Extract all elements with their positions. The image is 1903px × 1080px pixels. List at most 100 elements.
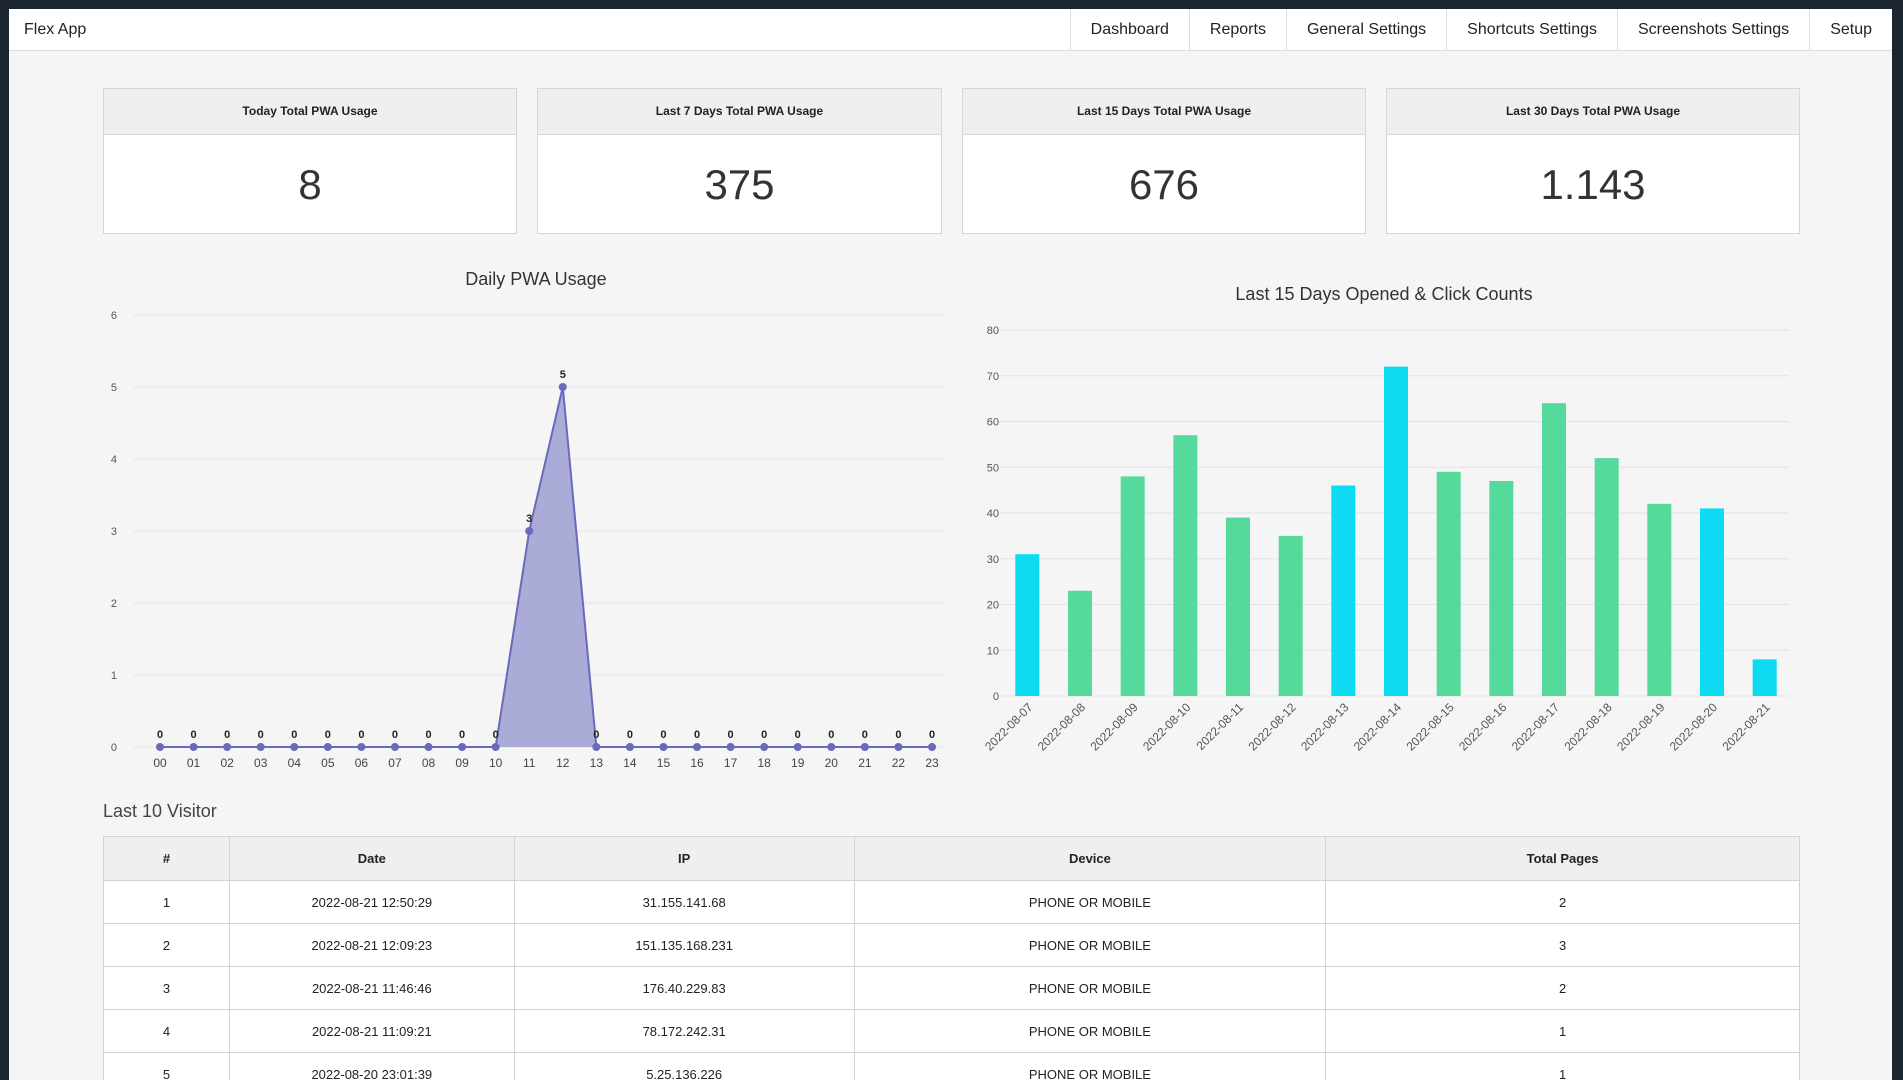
data-label: 0 bbox=[828, 729, 834, 741]
data-point bbox=[424, 743, 433, 751]
column-header-number[interactable]: # bbox=[103, 836, 230, 881]
data-label: 0 bbox=[224, 729, 230, 741]
x-tick-label: 2022-08-21 bbox=[1719, 700, 1773, 754]
opened-click-chart: Last 15 Days Opened & Click Counts 0 10 20 3… bbox=[959, 274, 1799, 774]
y-tick-label: 20 bbox=[987, 600, 999, 612]
bar bbox=[1489, 480, 1514, 696]
data-point bbox=[390, 743, 399, 751]
data-point bbox=[726, 743, 735, 751]
data-point bbox=[894, 743, 903, 751]
data-point bbox=[625, 743, 634, 751]
cell-date: 2022-08-21 11:09:21 bbox=[228, 1009, 515, 1053]
stat-card-7-days: Last 7 Days Total PWA Usage 375 bbox=[537, 88, 942, 234]
data-point bbox=[290, 743, 299, 751]
stat-card-value: 676 bbox=[1128, 161, 1200, 208]
data-label: 5 bbox=[560, 369, 566, 381]
table-row: 5 2022-08-20 23:01:39 5.25.136.226 PHONE… bbox=[103, 1052, 1800, 1080]
column-header-date[interactable]: Date bbox=[228, 836, 515, 881]
data-label: 0 bbox=[862, 729, 868, 741]
data-point bbox=[458, 743, 467, 751]
x-tick-label: 22 bbox=[892, 756, 906, 770]
y-tick-label: 60 bbox=[987, 417, 999, 429]
bar bbox=[1752, 659, 1777, 696]
data-label: 0 bbox=[795, 729, 801, 741]
stat-card-today: Today Total PWA Usage 8 bbox=[103, 88, 517, 234]
x-tick-label: 2022-08-19 bbox=[1614, 700, 1668, 754]
table-row: 1 2022-08-21 12:50:29 31.155.141.68 PHON… bbox=[103, 880, 1800, 924]
x-tick-label: 11 bbox=[523, 756, 536, 770]
x-tick-label: 2022-08-17 bbox=[1509, 700, 1563, 754]
usage-area bbox=[160, 387, 932, 747]
cell-total-pages: 1 bbox=[1325, 1052, 1800, 1080]
y-tick-label: 0 bbox=[111, 742, 117, 754]
data-label: 0 bbox=[660, 729, 666, 741]
nav-shortcuts-settings[interactable]: Shortcuts Settings bbox=[1446, 9, 1617, 51]
nav-dashboard[interactable]: Dashboard bbox=[1069, 9, 1189, 51]
data-label: 3 bbox=[526, 513, 532, 525]
table-row: 3 2022-08-21 11:46:46 176.40.229.83 PHON… bbox=[103, 966, 1800, 1010]
y-tick-label: 6 bbox=[111, 310, 117, 322]
bar bbox=[1436, 471, 1461, 696]
table-row: 4 2022-08-21 11:09:21 78.172.242.31 PHON… bbox=[103, 1009, 1800, 1053]
data-label: 0 bbox=[493, 729, 499, 741]
x-tick-label: 2022-08-12 bbox=[1245, 700, 1299, 754]
y-tick-label: 2 bbox=[111, 598, 117, 610]
column-header-device[interactable]: Device bbox=[853, 836, 1327, 881]
stat-card-value: 375 bbox=[704, 161, 775, 208]
x-tick-label: 02 bbox=[220, 756, 234, 770]
data-label: 0 bbox=[929, 729, 935, 741]
daily-usage-chart-svg: Daily PWA Usage0123456000001002003004005… bbox=[111, 269, 943, 770]
x-tick-label: 12 bbox=[556, 756, 570, 770]
x-tick-label: 2022-08-14 bbox=[1351, 700, 1405, 754]
cell-device: PHONE OR MOBILE bbox=[853, 966, 1327, 1010]
x-tick-label: 04 bbox=[288, 756, 302, 770]
cell-number: 1 bbox=[103, 880, 230, 924]
x-tick-label: 16 bbox=[690, 756, 704, 770]
nav-screenshots-settings[interactable]: Screenshots Settings bbox=[1616, 9, 1809, 51]
stat-card-value: 1.143 bbox=[1540, 161, 1646, 208]
nav-menu: Dashboard Reports General Settings Short… bbox=[1069, 9, 1892, 51]
data-point bbox=[659, 743, 668, 751]
chart-title: Daily PWA Usage bbox=[465, 269, 606, 289]
cell-ip: 5.25.136.226 bbox=[513, 1052, 855, 1080]
bar bbox=[1542, 403, 1566, 696]
y-tick-label: 40 bbox=[987, 508, 999, 520]
stat-card-label: Last 7 Days Total PWA Usage bbox=[538, 89, 941, 135]
cell-date: 2022-08-21 11:46:46 bbox=[228, 966, 515, 1010]
data-point bbox=[592, 743, 601, 751]
data-point bbox=[189, 743, 198, 751]
x-tick-label: 13 bbox=[590, 756, 604, 770]
y-tick-label: 50 bbox=[987, 462, 999, 474]
visitors-section-title: Last 10 Visitor bbox=[103, 801, 217, 821]
bar bbox=[1068, 590, 1092, 696]
data-label: 0 bbox=[425, 729, 431, 741]
bar bbox=[1647, 503, 1672, 696]
x-tick-label: 2022-08-16 bbox=[1456, 700, 1510, 754]
brand-logo[interactable]: Flex App bbox=[24, 21, 87, 38]
x-tick-label: 08 bbox=[422, 756, 436, 770]
data-point bbox=[558, 383, 567, 391]
cell-number: 3 bbox=[103, 966, 230, 1010]
nav-general-settings[interactable]: General Settings bbox=[1285, 9, 1446, 51]
cell-device: PHONE OR MOBILE bbox=[853, 1052, 1327, 1080]
opened-click-chart-svg: Last 15 Days Opened & Click Counts 0 10 20 3… bbox=[982, 284, 1789, 754]
cell-ip: 176.40.229.83 bbox=[513, 966, 855, 1010]
bar bbox=[1015, 554, 1040, 696]
x-tick-label: 14 bbox=[623, 756, 637, 770]
nav-setup[interactable]: Setup bbox=[1809, 9, 1892, 51]
x-tick-label: 00 bbox=[153, 756, 167, 770]
cell-ip: 78.172.242.31 bbox=[513, 1009, 855, 1053]
x-tick-label: 05 bbox=[321, 756, 335, 770]
y-tick-label: 70 bbox=[987, 371, 999, 383]
cell-total-pages: 1 bbox=[1325, 1009, 1800, 1053]
y-tick-label: 80 bbox=[987, 325, 999, 337]
stat-card-value: 8 bbox=[298, 161, 322, 208]
nav-reports[interactable]: Reports bbox=[1188, 9, 1286, 51]
x-tick-label: 15 bbox=[657, 756, 671, 770]
chart-title: Last 15 Days Opened & Click Counts bbox=[1235, 284, 1532, 304]
daily-usage-chart: Daily PWA Usage 0 1 2 3 4 5 6 0 00 0 01 0 02 0 03 0 04 0 05… bbox=[103, 259, 959, 784]
data-point bbox=[928, 743, 936, 751]
column-header-ip[interactable]: IP bbox=[513, 836, 855, 881]
column-header-total-pages[interactable]: Total Pages bbox=[1325, 836, 1800, 881]
bar bbox=[1226, 517, 1250, 696]
